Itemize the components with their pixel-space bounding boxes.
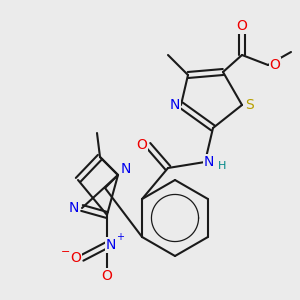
- Text: N: N: [106, 238, 116, 252]
- Text: H: H: [218, 161, 226, 171]
- Text: O: O: [237, 19, 248, 33]
- Text: N: N: [121, 162, 131, 176]
- Text: N: N: [69, 201, 79, 215]
- Text: −: −: [61, 247, 71, 257]
- Text: N: N: [204, 155, 214, 169]
- Text: N: N: [170, 98, 180, 112]
- Text: O: O: [102, 269, 112, 283]
- Text: O: O: [270, 58, 280, 72]
- Text: O: O: [136, 138, 147, 152]
- Text: S: S: [246, 98, 254, 112]
- Text: +: +: [116, 232, 124, 242]
- Text: O: O: [70, 251, 81, 265]
